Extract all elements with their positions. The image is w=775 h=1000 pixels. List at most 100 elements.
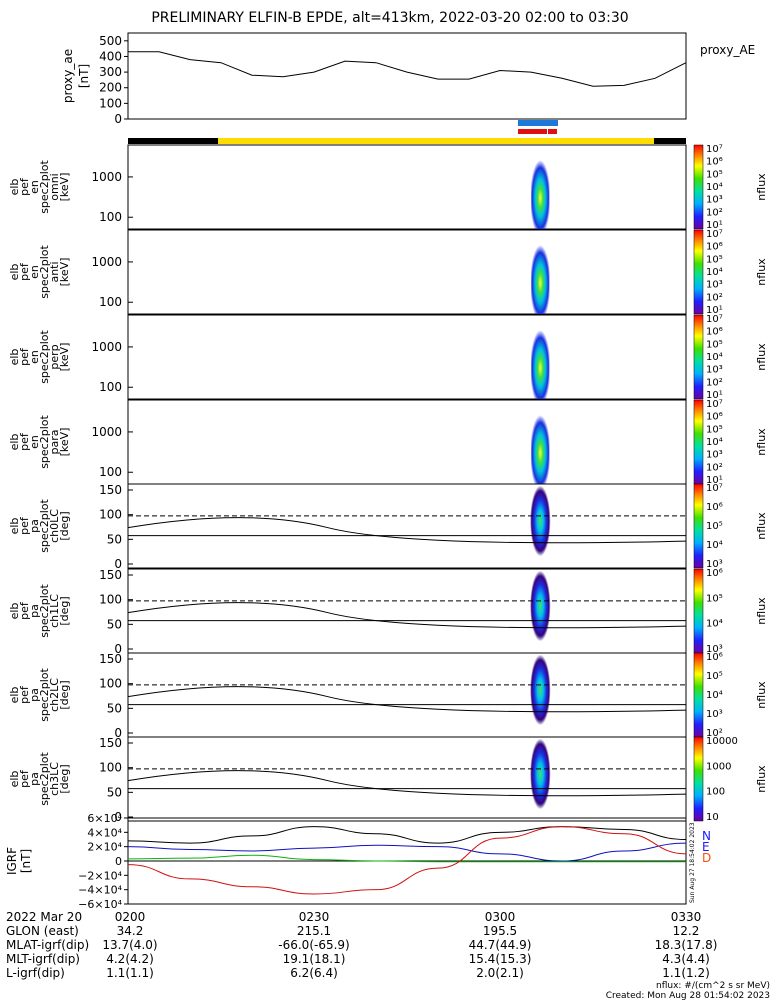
- spectrogram-panel-6: [127, 652, 687, 738]
- igrf-ytick-label: 0: [115, 855, 122, 868]
- ae-panel-frame: [127, 32, 687, 120]
- footer-c0-time: 0200: [115, 910, 146, 924]
- colorbar-tick-label: 10²: [706, 207, 723, 218]
- panel-label-1: pef: [18, 262, 31, 281]
- footer-c1-mlat: -66.0(-65.9): [278, 938, 349, 952]
- spectrogram-panel-0: [127, 144, 687, 230]
- panel-label-5: spec2plot: [38, 584, 51, 638]
- colorbar-tick-label: 10⁴: [706, 690, 723, 701]
- footer: 2022 Mar 20 GLON (east) MLAT-igrf(dip) M…: [6, 910, 770, 1000]
- colorbar-tick-label: 10⁶: [706, 502, 723, 513]
- igrf-ytick-label: −4×10⁴: [78, 884, 122, 897]
- panel-label-5: elb: [8, 603, 21, 620]
- black-bar-right: [654, 138, 686, 144]
- colorbar-tick-label: 10⁶: [706, 652, 723, 663]
- colorbar-5: [693, 568, 704, 654]
- panel-ytick-label: 100: [99, 380, 122, 394]
- colorbar-tick-label: 10⁴: [706, 437, 723, 448]
- panel-label-7: [deg]: [58, 764, 71, 793]
- panel-ytick-label: 1000: [91, 425, 122, 439]
- panel-ytick-label: 100: [99, 465, 122, 479]
- footer-c3-time: 0330: [671, 910, 702, 924]
- pa-flux-5: [530, 570, 551, 642]
- colorbar-tick-label: 10⁵: [706, 339, 723, 350]
- colorbar-tick-label: 10²: [706, 728, 723, 739]
- colorbar-tick-label: 10⁷: [706, 314, 723, 325]
- footer-c3-mlt: 4.3(4.4): [662, 952, 710, 966]
- colorbar-tick-label: 10⁷: [706, 483, 723, 494]
- panel-label-2: elb: [8, 349, 21, 366]
- footer-c0-mlt: 4.2(4.2): [106, 952, 154, 966]
- colorbar-tick-label: 10³: [706, 709, 723, 720]
- footer-row-mlat: MLAT-igrf(dip): [6, 938, 89, 952]
- colorbar-1: [693, 229, 704, 315]
- yellow-bar: [218, 138, 654, 144]
- panel-label-0: pef: [18, 177, 31, 196]
- panel-ytick-label: 150: [99, 736, 122, 750]
- colorbar-tick-label: 10³: [706, 195, 723, 206]
- pa-line-lc: [127, 686, 687, 713]
- igrf-blue-line: [127, 842, 687, 862]
- panel-label-3: pef: [18, 432, 31, 451]
- colorbar-4: [693, 483, 704, 569]
- panel-label-2: perp: [48, 344, 61, 369]
- panel-label-2: pef: [18, 347, 31, 366]
- colorbar-tick-label: 10⁵: [706, 521, 723, 532]
- panel-label-4: ch0LC: [48, 509, 61, 543]
- colorbar-tick-label: 10⁵: [706, 169, 723, 180]
- igrf-ytick-label: 2×10⁴: [87, 841, 122, 854]
- colorbar-tick-label: 10⁶: [706, 412, 723, 423]
- footer-c2-l: 2.0(2.1): [476, 966, 524, 980]
- colorbar-label-0: nflux: [755, 173, 768, 201]
- pa-line-lc: [127, 517, 687, 544]
- ae-ytick-label: 500: [99, 34, 122, 48]
- panel-ytick-label: 100: [99, 210, 122, 224]
- panel-label-1: en: [28, 265, 41, 279]
- panel-ytick-label: 100: [99, 677, 122, 691]
- colorbar-tick-label: 10⁶: [706, 568, 723, 579]
- colorbar-3: [693, 399, 704, 485]
- panel-ytick-label: 0: [114, 557, 122, 571]
- igrf-black-line: [127, 826, 687, 844]
- colorbar-tick-label: 10³: [706, 280, 723, 291]
- panel-label-6: pa: [28, 688, 41, 702]
- footer-c0-mlat: 13.7(4.0): [102, 938, 157, 952]
- panel-label-3: para: [48, 430, 61, 455]
- panel-ytick-label: 50: [107, 785, 122, 799]
- ae-line: [128, 51, 687, 87]
- panel-ytick-label: 0: [114, 726, 122, 740]
- ae-side-label: proxy_AE: [700, 43, 755, 57]
- panel-label-1: elb: [8, 264, 21, 281]
- panel-label-5: pef: [18, 601, 31, 620]
- spectrogram-panel-2: [127, 314, 687, 400]
- panel-label-7: ch3LC: [48, 762, 61, 796]
- panel-ytick-label: 50: [107, 532, 122, 546]
- spectrogram-flux-2: [531, 330, 550, 399]
- footer-c3-glon: 12.2: [673, 924, 700, 938]
- footer-c0-l: 1.1(1.1): [106, 966, 154, 980]
- colorbar-7: [693, 736, 704, 822]
- footer-c2-time: 0300: [485, 910, 516, 924]
- footer-c3-l: 1.1(1.2): [662, 966, 710, 980]
- figure-title: PRELIMINARY ELFIN-B EPDE, alt=413km, 202…: [151, 10, 628, 26]
- colorbar-label-2: nflux: [755, 343, 768, 371]
- colorbar-tick-label: 10²: [706, 462, 723, 473]
- panel-label-6: spec2plot: [38, 668, 51, 722]
- colorbar-tick-label: 10⁴: [706, 352, 723, 363]
- colorbar-label-7: nflux: [755, 765, 768, 793]
- igrf-green-line: [127, 854, 686, 863]
- panel-label-4: [deg]: [58, 511, 71, 540]
- panel-ytick-label: 50: [107, 617, 122, 631]
- footer-c1-l: 6.2(6.4): [290, 966, 338, 980]
- panel-label-5: ch1LC: [48, 594, 61, 628]
- colorbar-tick-label: 10⁵: [706, 424, 723, 435]
- panel-label-1: [keV]: [58, 258, 71, 287]
- igrf-ytick-label: 6×10⁴: [87, 812, 122, 825]
- colorbar-0: [693, 144, 704, 230]
- igrf-red-line: [127, 826, 687, 895]
- panel-label-0: [keV]: [58, 173, 71, 202]
- spectrogram-flux-1: [531, 245, 550, 314]
- panel-label-2: spec2plot: [38, 330, 51, 384]
